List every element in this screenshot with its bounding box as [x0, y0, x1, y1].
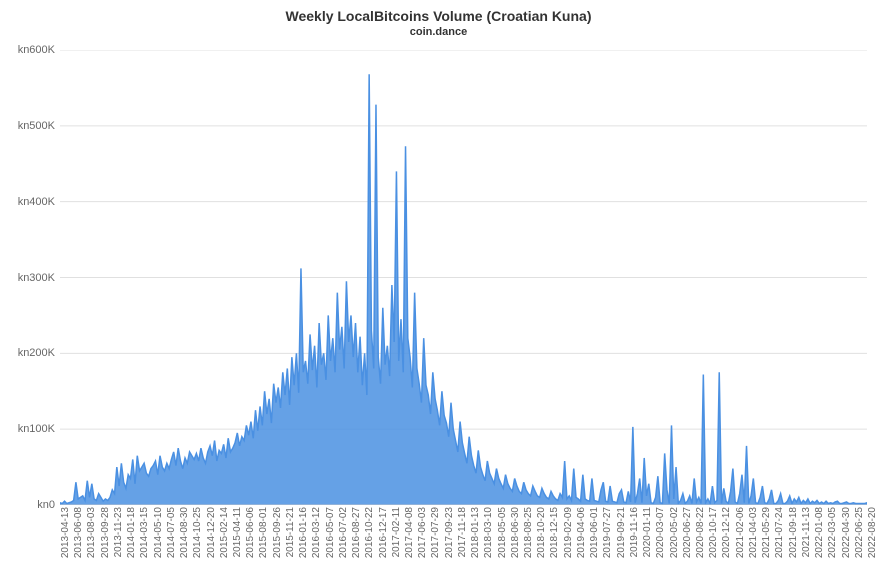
x-tick-label: 2022-01-08 [814, 507, 825, 558]
x-tick-label: 2019-06-01 [589, 507, 600, 558]
x-tick-label: 2016-08-27 [351, 507, 362, 558]
y-tick-label: kn500K [0, 120, 55, 132]
x-tick-label: 2013-06-08 [73, 507, 84, 558]
x-tick-label: 2016-07-02 [338, 507, 349, 558]
x-tick-label: 2016-05-07 [325, 507, 336, 558]
x-tick-label: 2022-04-30 [841, 507, 852, 558]
x-tick-label: 2017-07-29 [430, 507, 441, 558]
x-axis: 2013-04-132013-06-082013-08-032013-09-28… [60, 505, 867, 585]
x-tick-label: 2020-08-22 [695, 507, 706, 558]
y-tick-label: kn600K [0, 44, 55, 56]
x-tick-label: 2016-03-12 [311, 507, 322, 558]
x-tick-label: 2015-04-11 [232, 507, 243, 557]
y-tick-label: kn100K [0, 423, 55, 435]
x-tick-label: 2016-01-16 [298, 507, 309, 558]
x-tick-label: 2022-03-05 [827, 507, 838, 558]
x-tick-label: 2013-09-28 [100, 507, 111, 558]
x-tick-label: 2018-08-25 [523, 507, 534, 558]
x-tick-label: 2021-05-29 [761, 507, 772, 558]
x-tick-label: 2015-02-14 [219, 507, 230, 558]
y-axis: kn0kn100Kkn200Kkn300Kkn400Kkn500Kkn600K [0, 50, 60, 505]
chart-subtitle: coin.dance [0, 26, 877, 38]
x-tick-label: 2019-11-16 [629, 507, 640, 557]
x-tick-label: 2017-06-03 [417, 507, 428, 558]
x-tick-label: 2018-06-30 [510, 507, 521, 558]
y-tick-label: kn300K [0, 272, 55, 284]
x-tick-label: 2020-12-12 [721, 507, 732, 558]
x-tick-label: 2019-09-21 [616, 507, 627, 558]
x-tick-label: 2014-07-05 [166, 507, 177, 558]
volume-chart: Weekly LocalBitcoins Volume (Croatian Ku… [0, 0, 877, 585]
x-tick-label: 2014-10-25 [192, 507, 203, 558]
x-tick-label: 2015-11-21 [285, 507, 296, 557]
x-tick-label: 2021-02-06 [735, 507, 746, 558]
x-tick-label: 2017-04-08 [404, 507, 415, 558]
x-tick-label: 2017-09-23 [444, 507, 455, 558]
x-tick-label: 2015-08-01 [258, 507, 269, 558]
x-tick-label: 2014-05-10 [153, 507, 164, 558]
x-tick-label: 2016-12-17 [378, 507, 389, 558]
x-tick-label: 2013-08-03 [86, 507, 97, 558]
x-tick-label: 2021-07-24 [774, 507, 785, 558]
x-tick-label: 2018-10-20 [536, 507, 547, 558]
x-tick-label: 2014-08-30 [179, 507, 190, 558]
chart-title: Weekly LocalBitcoins Volume (Croatian Ku… [0, 0, 877, 24]
x-tick-label: 2020-06-27 [682, 507, 693, 558]
x-tick-label: 2020-03-07 [655, 507, 666, 558]
x-tick-label: 2022-06-25 [854, 507, 865, 558]
x-tick-label: 2021-11-13 [801, 507, 812, 557]
x-tick-label: 2018-12-15 [549, 507, 560, 558]
x-tick-label: 2017-11-18 [457, 507, 468, 557]
x-tick-label: 2014-03-15 [139, 507, 150, 558]
plot-area [60, 50, 867, 505]
y-tick-label: kn400K [0, 196, 55, 208]
x-tick-label: 2020-10-17 [708, 507, 719, 558]
x-tick-label: 2014-12-20 [206, 507, 217, 558]
x-tick-label: 2016-10-22 [364, 507, 375, 558]
x-tick-label: 2020-01-11 [642, 507, 653, 557]
x-tick-label: 2019-04-06 [576, 507, 587, 558]
x-tick-label: 2021-04-03 [748, 507, 759, 558]
x-tick-label: 2022-08-20 [867, 507, 877, 558]
x-tick-label: 2021-09-18 [788, 507, 799, 558]
x-tick-label: 2017-02-11 [391, 507, 402, 557]
x-tick-label: 2013-04-13 [60, 507, 71, 558]
y-tick-label: kn200K [0, 347, 55, 359]
x-tick-label: 2018-01-13 [470, 507, 481, 558]
y-tick-label: kn0 [0, 499, 55, 511]
x-tick-label: 2015-06-06 [245, 507, 256, 558]
x-tick-label: 2015-09-26 [272, 507, 283, 558]
x-tick-label: 2020-05-02 [669, 507, 680, 558]
x-tick-label: 2013-11-23 [113, 507, 124, 557]
volume-area-series [60, 74, 867, 505]
x-tick-label: 2019-07-27 [602, 507, 613, 558]
x-tick-label: 2018-03-10 [483, 507, 494, 558]
x-tick-label: 2018-05-05 [497, 507, 508, 558]
x-tick-label: 2014-01-18 [126, 507, 137, 558]
x-tick-label: 2019-02-09 [563, 507, 574, 558]
